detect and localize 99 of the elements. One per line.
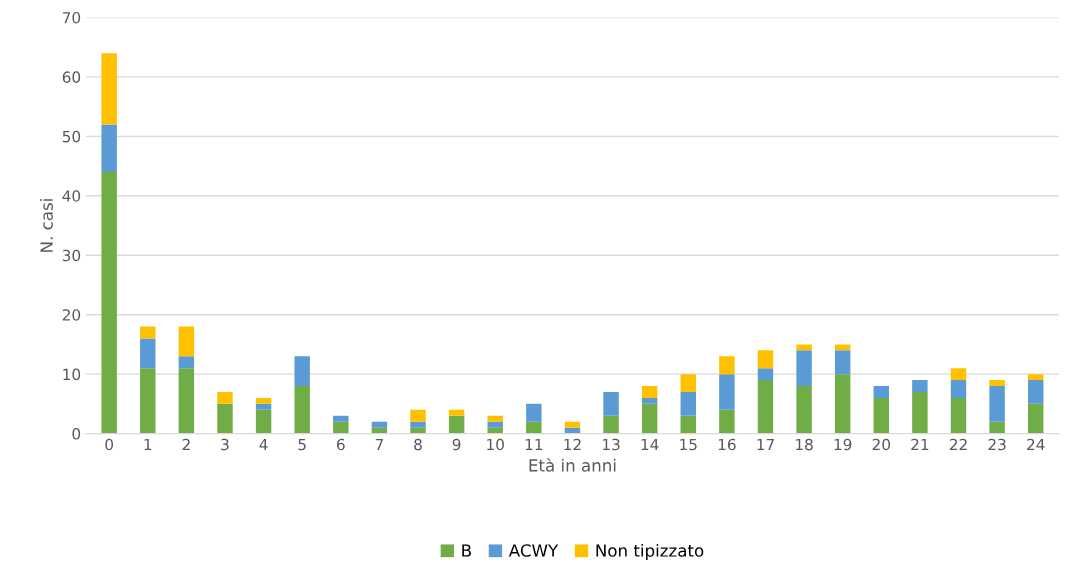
bar	[680, 391, 696, 416]
bar	[410, 421, 426, 428]
bar	[101, 124, 117, 173]
bar	[796, 386, 812, 434]
bar	[255, 397, 272, 404]
bar	[950, 368, 967, 381]
bar	[603, 415, 619, 434]
y-tick-label: 60	[62, 71, 81, 83]
bar	[333, 421, 349, 434]
x-tick-label: 12	[564, 438, 581, 451]
bar	[487, 421, 503, 428]
bar	[294, 356, 310, 387]
bar	[680, 374, 696, 392]
bar	[834, 374, 851, 434]
bar	[1027, 403, 1044, 434]
y-tick-label: 40	[62, 190, 81, 202]
bar	[487, 415, 503, 422]
bar	[564, 421, 581, 428]
bar	[873, 386, 890, 398]
bar	[719, 374, 735, 410]
x-tick-label: 14	[641, 438, 659, 451]
x-tick-label: 19	[834, 438, 852, 451]
bar	[217, 403, 233, 434]
x-tick-label: 22	[949, 438, 967, 451]
bar	[989, 380, 1005, 387]
bar	[178, 326, 195, 357]
x-tick-label: 6	[337, 438, 345, 451]
bar	[255, 409, 272, 434]
x-tick-label: 17	[757, 438, 774, 451]
bar	[333, 415, 349, 422]
bar	[371, 421, 388, 428]
x-tick-label: 23	[988, 438, 1006, 451]
x-tick-label: 15	[680, 438, 697, 451]
legend-label: B	[462, 544, 471, 557]
bar	[834, 344, 851, 351]
y-axis-title: N. casi	[40, 199, 53, 252]
bar	[757, 368, 774, 381]
bar	[1027, 374, 1044, 381]
legend-label: Non tipizzato	[596, 543, 704, 561]
bar	[410, 409, 426, 422]
x-tick-label: 21	[911, 438, 929, 451]
bar	[719, 409, 735, 434]
bar	[217, 391, 233, 404]
x-tick-label: 24	[1027, 438, 1045, 451]
x-tick-label: 1	[144, 438, 152, 451]
bar	[989, 421, 1005, 434]
x-tick-label: 10	[487, 438, 504, 451]
bar	[448, 415, 465, 434]
x-tick-label: 5	[298, 438, 306, 451]
bar	[796, 350, 812, 387]
bar	[178, 368, 195, 434]
bar	[641, 397, 658, 404]
x-tick-label: 11	[525, 438, 543, 451]
bar	[757, 350, 774, 369]
y-tick-label: 10	[63, 368, 81, 381]
x-tick-label: 9	[452, 438, 461, 451]
bar	[140, 326, 156, 339]
bar	[1027, 380, 1044, 404]
bar	[294, 386, 310, 434]
bar	[989, 386, 1005, 422]
bar	[641, 386, 658, 398]
bar	[912, 391, 928, 434]
y-tick-label: 50	[62, 130, 81, 143]
bar	[719, 356, 735, 375]
x-tick-label: 13	[603, 438, 620, 451]
x-axis-title: Età in anni	[529, 458, 616, 472]
x-tick-label: 4	[259, 438, 268, 451]
bar	[101, 53, 117, 125]
bar	[140, 368, 156, 434]
bar	[448, 409, 465, 416]
x-tick-label: 18	[796, 438, 813, 451]
bar	[912, 380, 928, 392]
bar	[834, 350, 851, 375]
bar	[526, 421, 542, 434]
bar	[140, 338, 156, 369]
x-tick-label: 3	[221, 438, 229, 451]
bar	[950, 397, 967, 434]
legend-label: ACWY	[508, 544, 559, 557]
bar	[641, 403, 658, 434]
bar	[101, 172, 117, 434]
y-tick-label: 70	[62, 11, 81, 24]
y-tick-label: 0	[72, 428, 81, 440]
x-tick-label: 2	[182, 438, 190, 451]
bar	[680, 415, 696, 434]
bar	[757, 380, 774, 434]
x-tick-label: 16	[718, 438, 736, 451]
bar	[950, 380, 967, 398]
bar	[603, 391, 619, 416]
x-tick-label: 0	[105, 438, 114, 451]
x-tick-label: 7	[375, 438, 383, 451]
bar	[178, 356, 195, 369]
bar	[796, 344, 812, 351]
bar	[255, 403, 272, 410]
y-tick-label: 20	[62, 309, 81, 321]
x-tick-label: 8	[414, 438, 422, 451]
x-tick-label: 20	[872, 438, 890, 451]
bar	[873, 397, 890, 434]
bar	[526, 403, 542, 422]
y-tick-label: 30	[62, 249, 81, 262]
